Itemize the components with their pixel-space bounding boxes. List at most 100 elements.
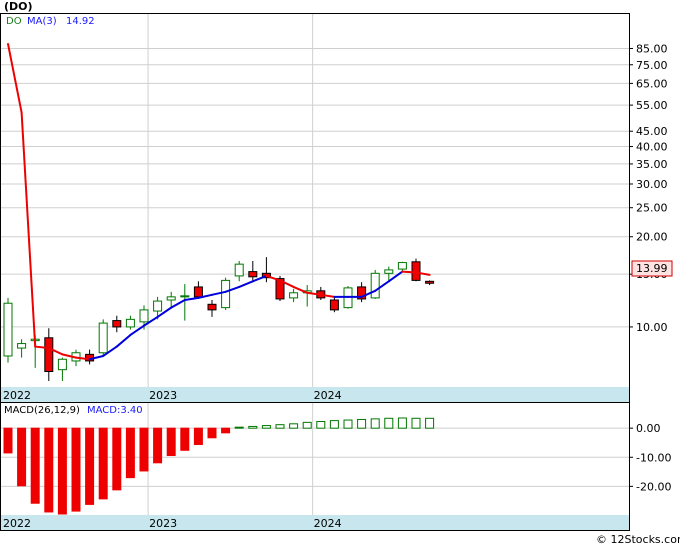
ma-segment <box>279 279 295 288</box>
candle-body <box>275 278 285 300</box>
macd-bar <box>221 427 231 434</box>
macd-bar <box>370 418 380 429</box>
macd-bar <box>180 427 190 451</box>
macd-bar <box>3 427 13 454</box>
ma-segment <box>265 274 281 282</box>
candle-body <box>357 286 367 300</box>
candle-body <box>112 320 122 328</box>
candle-body <box>57 358 67 371</box>
macd-label: MACD(26,12,9) <box>4 405 80 416</box>
candle-body <box>234 263 244 277</box>
last-price-tag <box>631 260 673 277</box>
macd-bar <box>234 426 244 429</box>
macd-value-label: MACD:3.40 <box>87 405 143 416</box>
macd-bar <box>17 427 27 487</box>
macd-bar <box>112 427 122 491</box>
ma-segment <box>7 42 23 114</box>
ma-segment <box>102 345 118 357</box>
ma-segment <box>374 280 390 292</box>
main-x-label: 2022 <box>3 389 31 402</box>
macd-y-tick-label: -20.00 <box>636 480 671 493</box>
candle-body <box>221 279 231 309</box>
candle-body <box>289 292 299 299</box>
macd-bar <box>316 420 326 429</box>
watermark: © 12Stocks.com <box>596 533 680 546</box>
main-y-tick-label: 55.00 <box>636 99 668 112</box>
ma-segment <box>251 274 268 283</box>
main-y-ticks: 85.00 75.00 65.00 55.00 45.00 40.00 35.00 30.00… <box>629 42 668 334</box>
ma-segment <box>224 285 241 293</box>
main-y-tick-label: 65.00 <box>636 77 668 90</box>
macd-bar <box>397 417 407 429</box>
macd-bar <box>384 417 394 429</box>
ma-segment <box>197 293 213 299</box>
ma-segment <box>415 271 431 276</box>
ma-segment <box>211 290 227 296</box>
macd-bar <box>139 427 149 472</box>
candle-body <box>248 271 258 278</box>
macd-bar <box>248 425 258 429</box>
main-x-label: 2024 <box>314 389 342 402</box>
ma-segment <box>387 270 404 283</box>
main-y-tick-label: 30.00 <box>636 178 668 191</box>
main-y-tick-label: 20.00 <box>636 231 668 244</box>
candle-body <box>139 309 149 323</box>
macd-x-labels: 2022 2023 2024 <box>3 517 342 530</box>
ma-segment <box>360 289 377 298</box>
ma-segment <box>183 296 200 301</box>
candle-body <box>193 286 203 298</box>
main-y-tick-label: 40.00 <box>636 141 668 154</box>
candle-body <box>153 300 163 312</box>
ma-line <box>7 42 431 361</box>
main-y-tick-label: 75.00 <box>636 59 668 72</box>
ma-segment <box>34 345 50 350</box>
candle-body <box>180 295 190 298</box>
macd-bar <box>166 427 176 457</box>
macd-bar <box>343 419 353 429</box>
ma-segment <box>170 298 186 309</box>
chart-title: (DO) <box>4 0 33 13</box>
candle-body <box>98 322 108 354</box>
macd-bar <box>261 425 271 429</box>
macd-y-tick-label: 0.00 <box>636 422 661 435</box>
ma-segment <box>319 293 336 298</box>
ma-segment <box>143 315 159 327</box>
ma-segment <box>292 285 309 294</box>
macd-bar <box>289 423 299 429</box>
macd-bar <box>30 427 40 504</box>
main-y-tick-label: 25.00 <box>636 202 668 215</box>
ma-segment <box>115 333 132 348</box>
macd-bar <box>425 417 435 429</box>
candle-body <box>166 296 176 301</box>
macd-bar <box>207 427 217 439</box>
macd-bars <box>3 417 435 515</box>
candle-body <box>329 299 339 311</box>
candle-body <box>397 262 407 270</box>
candle-body <box>125 318 135 328</box>
macd-bar <box>57 427 67 515</box>
macd-bar <box>125 427 135 479</box>
candle-body <box>3 302 13 357</box>
ma-segment <box>401 270 417 274</box>
candle-body <box>370 272 380 299</box>
ma-segment <box>238 280 254 288</box>
ma-segment <box>156 306 173 318</box>
ma-segment <box>306 291 322 296</box>
main-y-tick-label: 10.00 <box>636 321 668 334</box>
main-x-labels: 2022 2023 2024 <box>3 389 342 402</box>
macd-bar <box>44 427 54 513</box>
ma-segment <box>129 324 145 336</box>
last-price-value: 13.99 <box>636 262 668 275</box>
macd-bar <box>302 421 312 429</box>
macd-x-label: 2023 <box>149 517 177 530</box>
main-y-tick-label: 45.00 <box>636 125 668 138</box>
macd-x-label: 2024 <box>314 517 342 530</box>
macd-bar <box>71 427 81 512</box>
candle-body <box>44 337 54 372</box>
ma-segment <box>88 354 105 361</box>
macd-bar <box>153 427 163 464</box>
main-date-bar <box>1 387 629 402</box>
candle-body <box>17 343 27 349</box>
candle-body <box>411 261 421 281</box>
macd-y-tick-label: -10.00 <box>636 451 671 464</box>
